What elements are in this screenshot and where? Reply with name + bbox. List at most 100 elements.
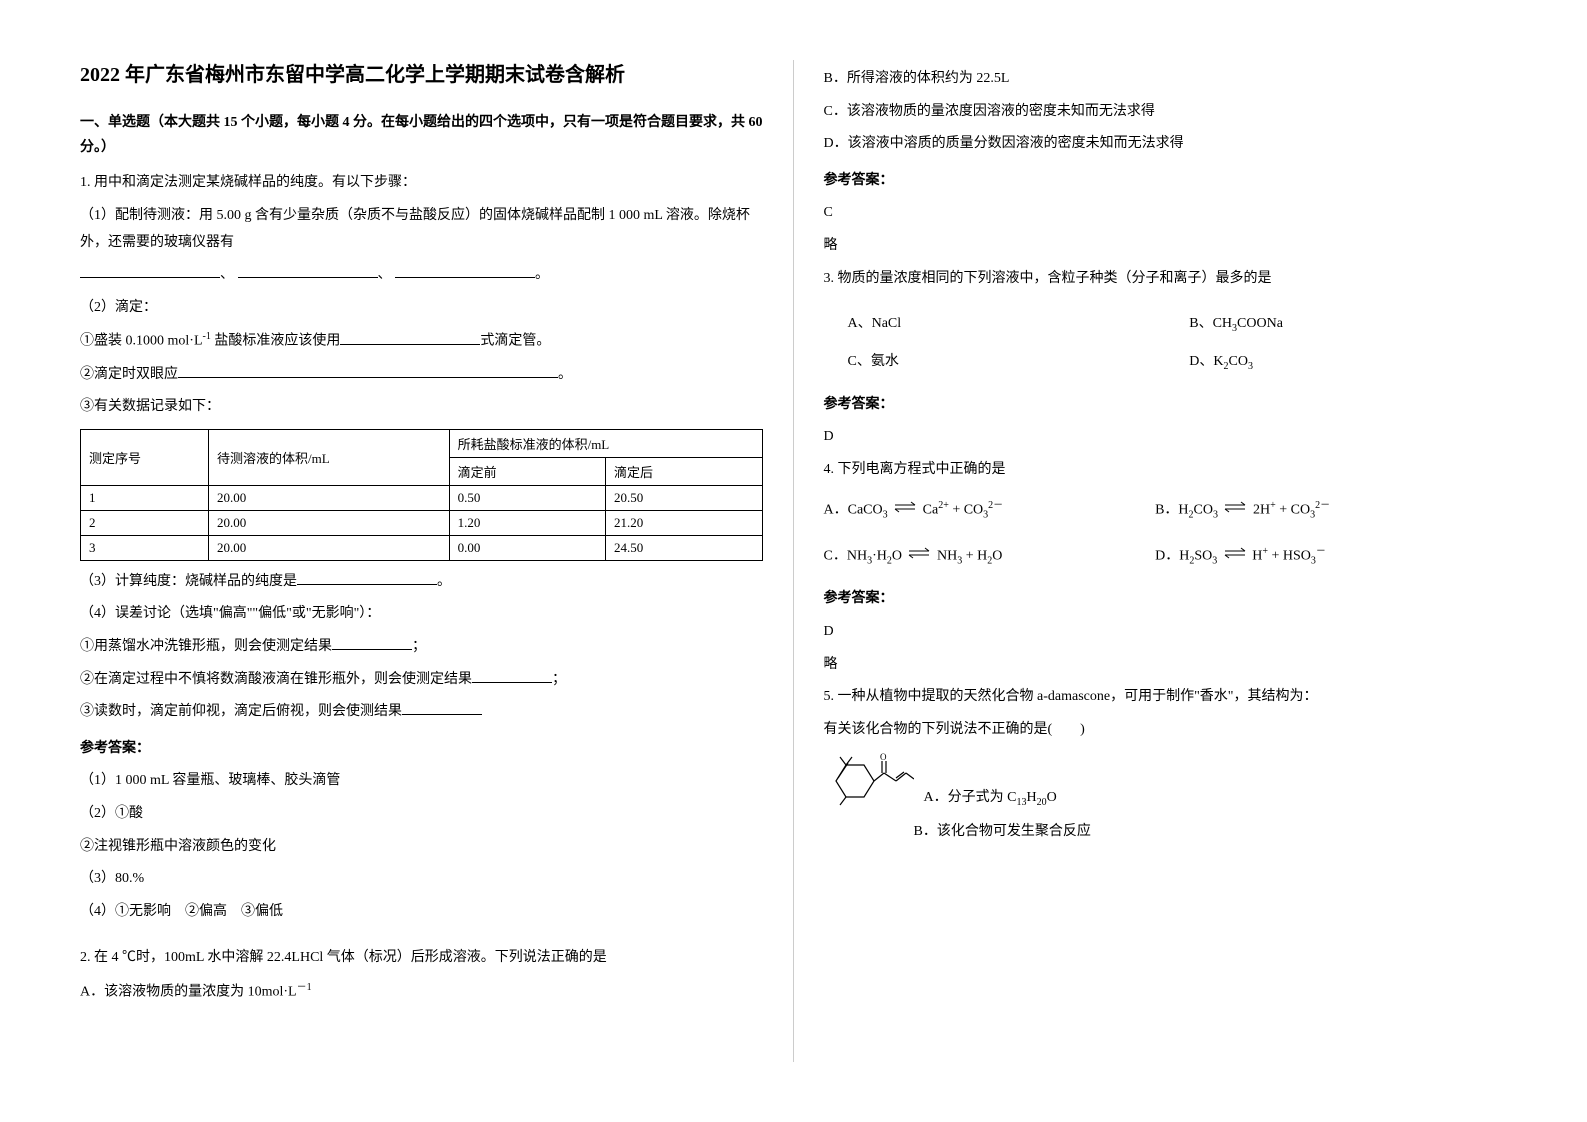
equilibrium-arrow-icon	[1223, 497, 1247, 524]
superscript: -1	[203, 331, 211, 342]
q1-step4-1-text: ①用蒸馏水冲洗锥形瓶，则会使测定结果	[80, 639, 332, 654]
q1-step2-3: ③有关数据记录如下：	[80, 394, 763, 421]
q1-step2-1a: ①盛装 0.1000 mol·L	[80, 334, 203, 349]
q1-answer-3: （3）80.%	[80, 866, 763, 893]
q1-answer-2b: ②注视锥形瓶中溶液颜色的变化	[80, 834, 763, 861]
table-cell: 24.50	[606, 535, 762, 560]
q1-step2-1b: 盐酸标准液应该使用	[211, 334, 341, 349]
q4-answer-2: 略	[824, 652, 1508, 679]
q2-stem: 2. 在 4 ℃时，100mL 水中溶解 22.4LHCl 气体（标况）后形成溶…	[80, 945, 763, 972]
table-row: 2 20.00 1.20 21.20	[81, 510, 763, 535]
superscript: －1	[297, 982, 312, 993]
q4-stem: 4. 下列电离方程式中正确的是	[824, 457, 1508, 484]
blank	[297, 571, 437, 585]
q2-option-A: A．该溶液物质的量浓度为 10mol·L－1	[80, 978, 763, 1006]
table-header: 测定序号	[81, 429, 209, 485]
q3-option-A: A、NaCl	[824, 304, 1166, 342]
table-cell: 20.00	[209, 510, 450, 535]
q1-step1: （1）配制待测液：用 5.00 g 含有少量杂质（杂质不与盐酸反应）的固体烧碱样…	[80, 203, 763, 256]
q5-structure-and-optionA: O A．分子式为 C13H20O	[824, 751, 1508, 811]
table-cell: 20.00	[209, 535, 450, 560]
q3-answer-label: 参考答案：	[824, 392, 1508, 419]
table-cell: 20.00	[209, 485, 450, 510]
q1-step4-2: ②在滴定过程中不慎将数滴酸液滴在锥形瓶外，则会使测定结果；	[80, 667, 763, 694]
q3-option-C: C、氨水	[824, 342, 1166, 380]
q5-optA-pre: A．分子式为 C	[924, 790, 1017, 805]
table-cell: 0.50	[449, 485, 605, 510]
table-row: 1 20.00 0.50 20.50	[81, 485, 763, 510]
q4-answer: D	[824, 619, 1508, 646]
table-cell: 3	[81, 535, 209, 560]
q1-step4-2-text: ②在滴定过程中不慎将数滴酸液滴在锥形瓶外，则会使测定结果	[80, 672, 472, 687]
q4-option-A: A．CaCO3 Ca2+ + CO32－	[824, 490, 1152, 530]
q1-step1-text: （1）配制待测液：用 5.00 g 含有少量杂质（杂质不与盐酸反应）的固体烧碱样…	[80, 208, 750, 250]
table-cell: 21.20	[606, 510, 762, 535]
q1-stem: 1. 用中和滴定法测定某烧碱样品的纯度。有以下步骤：	[80, 170, 763, 197]
equilibrium-arrow-icon	[907, 543, 931, 570]
q2-option-C: C．该溶液物质的量浓度因溶液的密度未知而无法求得	[824, 99, 1508, 126]
table-cell: 2	[81, 510, 209, 535]
table-cell: 1.20	[449, 510, 605, 535]
svg-text:O: O	[880, 752, 887, 762]
blank	[238, 264, 378, 278]
q4-option-D: D．H2SO3 H+ + HSO3－	[1155, 536, 1483, 576]
blank	[178, 364, 558, 378]
q2-option-A-text: A．该溶液物质的量浓度为 10mol·L	[80, 985, 297, 1000]
table-header: 待测溶液的体积/mL	[209, 429, 450, 485]
q2-option-B: B．所得溶液的体积约为 22.5L	[824, 66, 1508, 93]
section-1-head: 一、单选题（本大题共 15 个小题，每小题 4 分。在每小题给出的四个选项中，只…	[80, 110, 763, 160]
subscript: 20	[1037, 796, 1047, 807]
q4-option-C: C．NH3·H2O NH3 + H2O	[824, 537, 1152, 576]
q5-option-A: A．分子式为 C13H20O	[914, 786, 1057, 812]
blank	[332, 636, 412, 650]
q3-answer: D	[824, 424, 1508, 451]
q4-options-row2: C．NH3·H2O NH3 + H2O D．H2SO3 H+ + HSO3－	[824, 536, 1508, 576]
q1-step2-2: ②滴定时双眼应。	[80, 362, 763, 389]
q3-optB-post: COONa	[1237, 316, 1283, 331]
q4-option-B: B．H2CO3 2H+ + CO32－	[1155, 490, 1483, 530]
table-header-row: 测定序号 待测溶液的体积/mL 所耗盐酸标准液的体积/mL	[81, 429, 763, 457]
blank	[402, 701, 482, 715]
q2-option-D: D．该溶液中溶质的质量分数因溶液的密度未知而无法求得	[824, 131, 1508, 158]
q1-answer-4: （4）①无影响 ②偏高 ③偏低	[80, 899, 763, 926]
q1-step2-head: （2）滴定：	[80, 295, 763, 322]
q1-step1-blanks: 、 、 。	[80, 262, 763, 289]
q1-step4-1: ①用蒸馏水冲洗锥形瓶，则会使测定结果；	[80, 634, 763, 661]
titration-data-table: 测定序号 待测溶液的体积/mL 所耗盐酸标准液的体积/mL 滴定前 滴定后 1 …	[80, 429, 763, 561]
table-header: 所耗盐酸标准液的体积/mL	[449, 429, 762, 457]
equilibrium-arrow-icon	[1223, 543, 1247, 570]
table-header: 滴定后	[606, 457, 762, 485]
table-row: 3 20.00 0.00 24.50	[81, 535, 763, 560]
table-cell: 20.50	[606, 485, 762, 510]
q5-stem: 5. 一种从植物中提取的天然化合物 a-damascone，可用于制作"香水"，…	[824, 684, 1508, 711]
q1-step2-2-text: ②滴定时双眼应	[80, 367, 178, 382]
q1-answer-1: （1）1 000 mL 容量瓶、玻璃棒、胶头滴管	[80, 768, 763, 795]
q4-options-row1: A．CaCO3 Ca2+ + CO32－ B．H2CO3 2H+ + CO32－	[824, 490, 1508, 530]
q3-option-D: D、K2CO3	[1165, 342, 1507, 380]
molecule-structure-icon: O	[824, 751, 914, 811]
blank	[395, 264, 535, 278]
q3-options: A、NaCl B、CH3COONa C、氨水 D、K2CO3	[824, 304, 1508, 380]
left-column: 2022 年广东省梅州市东留中学高二化学上学期期末试卷含解析 一、单选题（本大题…	[50, 60, 794, 1062]
q3-option-B: B、CH3COONa	[1165, 304, 1507, 342]
q1-step2-1: ①盛装 0.1000 mol·L-1 盐酸标准液应该使用 式滴定管。	[80, 327, 763, 355]
q1-step4-3-text: ③读数时，滴定前仰视，滴定后俯视，则会使测结果	[80, 704, 402, 719]
subscript: 13	[1016, 796, 1026, 807]
equilibrium-arrow-icon	[893, 497, 917, 524]
q1-answer-2: （2）①酸	[80, 801, 763, 828]
q4-answer-label: 参考答案：	[824, 586, 1508, 613]
q3-optD-mid: CO	[1228, 354, 1247, 369]
q3-optB-pre: B、CH	[1189, 316, 1232, 331]
q3-stem: 3. 物质的量浓度相同的下列溶液中，含粒子种类（分子和离子）最多的是	[824, 266, 1508, 293]
q1-step4-head: （4）误差讨论（选填"偏高""偏低"或"无影响"）：	[80, 601, 763, 628]
blank	[80, 264, 220, 278]
q1-step3-text: （3）计算纯度：烧碱样品的纯度是	[80, 574, 297, 589]
q3-optD-pre: D、K	[1189, 354, 1223, 369]
q2-answer-label: 参考答案：	[824, 168, 1508, 195]
table-cell: 1	[81, 485, 209, 510]
q1-step4-3: ③读数时，滴定前仰视，滴定后俯视，则会使测结果	[80, 699, 763, 726]
document-title: 2022 年广东省梅州市东留中学高二化学上学期期末试卷含解析	[80, 60, 763, 90]
q5-option-B: B．该化合物可发生聚合反应	[824, 819, 1508, 846]
q2-answer: C	[824, 200, 1508, 227]
q1-step2-1c: 式滴定管。	[480, 334, 550, 349]
